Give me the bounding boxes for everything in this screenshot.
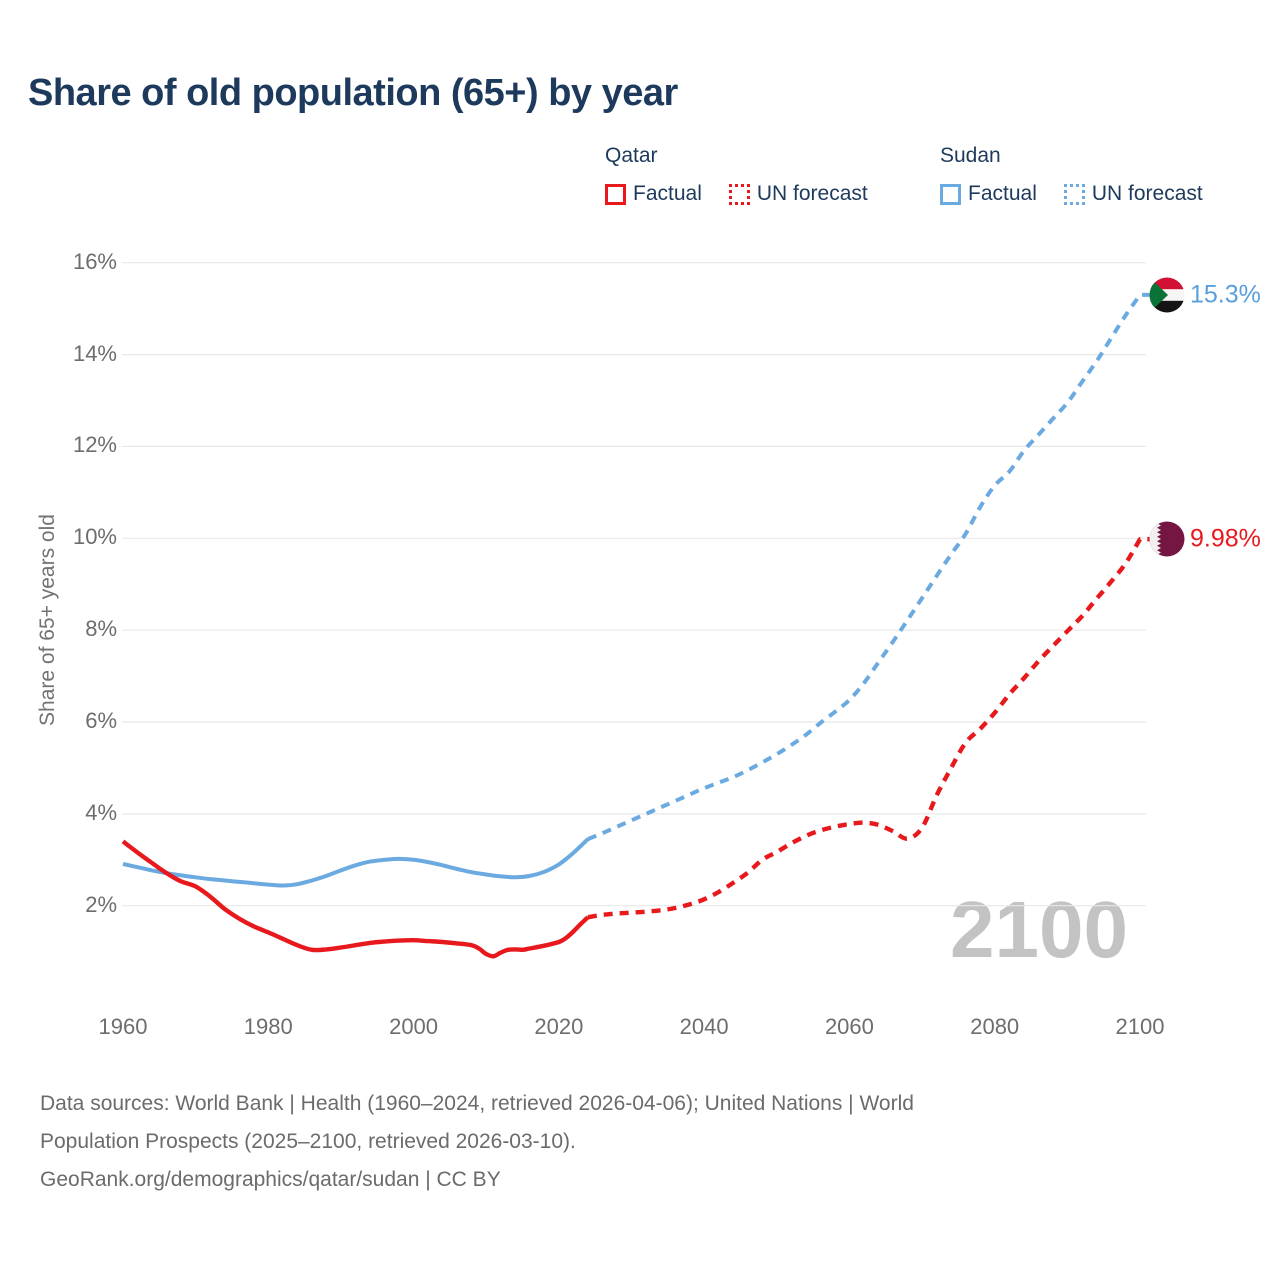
legend-item-sudan-factual[interactable]: Factual [940,182,1037,206]
x-tick-label: 2040 [679,1014,729,1039]
legend-group-qatar: Qatar Factual UN forecast [605,144,868,206]
x-tick-label: 2080 [970,1014,1020,1039]
data-sources-line-1: Data sources: World Bank | Health (1960–… [40,1092,914,1115]
y-tick-label: 14% [72,340,117,366]
series-paths [121,292,1152,959]
x-tick-label: 2100 [1115,1014,1165,1039]
qatar-forecast-swatch-icon [728,183,750,205]
y-tick-label: 10% [72,524,117,550]
gridlines [122,262,1146,907]
y-tick-label: 12% [72,432,117,458]
y-tick-label: 6% [85,708,117,734]
legend-label: Factual [633,182,702,205]
sudan-factual-swatch-icon [940,183,961,205]
x-tick-label: 1960 [98,1014,148,1039]
series-line-qatar-un-forecast [587,537,1152,920]
qatar-flag-icon [1149,521,1185,557]
y-tick-label: 8% [85,616,117,642]
attribution-line: GeoRank.org/demographics/qatar/sudan | C… [40,1168,501,1191]
qatar-end-value-label: 9.98% [1190,524,1261,553]
legend-item-sudan-forecast[interactable]: UN forecast [1063,182,1203,206]
page-title: Share of old population (65+) by year [28,72,678,114]
series-line-qatar-factual [121,839,590,959]
legend-item-qatar-factual[interactable]: Factual [605,182,702,206]
x-tick-label: 1980 [243,1014,293,1039]
data-sources-line-2: Population Prospects (2025–2100, retriev… [40,1130,576,1153]
x-tick-label: 2000 [389,1014,439,1039]
sudan-flag-icon [1149,277,1185,313]
year-watermark: 2100 [950,885,1128,974]
legend-item-qatar-forecast[interactable]: UN forecast [728,182,868,206]
y-tick-label: 16% [72,248,117,274]
sudan-end-value-label: 15.3% [1190,280,1261,309]
legend-label: Factual [968,182,1037,205]
legend-qatar-title: Qatar [605,144,658,167]
x-tick-label: 2060 [824,1014,874,1039]
legend-label: UN forecast [756,182,868,205]
y-tick-label: 4% [85,799,117,825]
legend-label: UN forecast [1091,182,1203,205]
legend-sudan-title: Sudan [940,144,1001,167]
y-tick-label: 2% [85,891,117,917]
sudan-forecast-swatch-icon [1063,183,1085,205]
legend-group-sudan: Sudan Factual UN forecast [940,144,1203,206]
qatar-factual-swatch-icon [605,183,626,205]
x-tick-label: 2020 [534,1014,584,1039]
series-line-sudan-un-forecast [587,292,1152,841]
series-line-sudan-factual [122,837,590,888]
